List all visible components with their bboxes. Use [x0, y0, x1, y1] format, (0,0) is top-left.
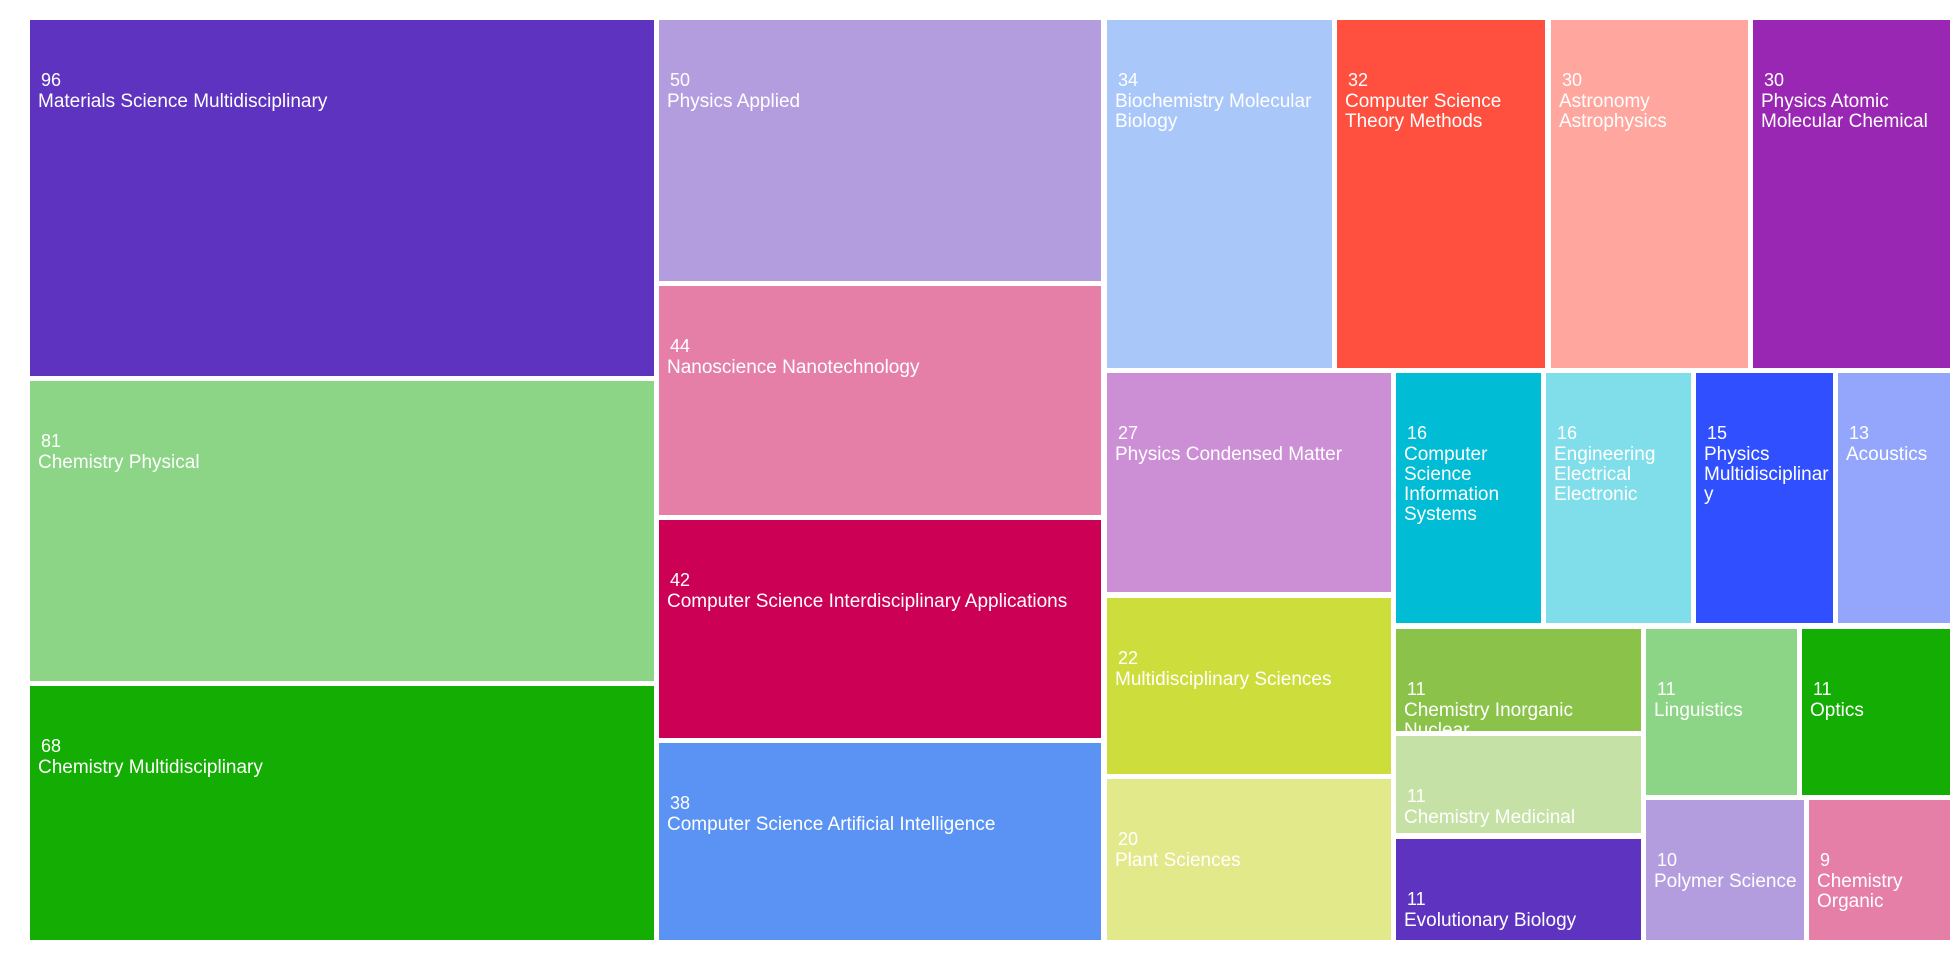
treemap-cell: 20 Plant Sciences	[1107, 779, 1391, 940]
treemap-cell: 22 Multidisciplinary Sciences	[1107, 598, 1391, 774]
treemap-cell: 16 Engineering Electrical Electronic	[1546, 373, 1691, 623]
treemap-cell-label: Chemistry Organic	[1817, 871, 1903, 912]
treemap-cell: 96 Materials Science Multidisciplinary	[30, 20, 654, 376]
treemap-cell-value: 42	[670, 570, 691, 590]
treemap-cell-label: Chemistry Physical	[38, 452, 200, 473]
treemap-cell-label: Chemistry Inorganic Nuclear	[1404, 700, 1573, 732]
treemap-cell-value: 68	[41, 736, 62, 756]
treemap-cell-value: 11	[1657, 679, 1676, 699]
treemap-cell: 11 Linguistics	[1646, 629, 1797, 795]
treemap-cell: 68 Chemistry Multidisciplinary	[30, 686, 654, 940]
treemap-cell-label: Evolutionary Biology	[1404, 910, 1577, 931]
treemap-cell: 13 Acoustics	[1838, 373, 1950, 623]
treemap-cell: 42 Computer Science Interdisciplinary App…	[659, 520, 1101, 738]
treemap-cell-value: 50	[670, 70, 691, 90]
treemap-cell: 10 Polymer Science	[1646, 800, 1804, 940]
treemap-cell-label: Computer Science Interdisciplinary Appli…	[667, 591, 1068, 612]
treemap-cell-value: 22	[1118, 648, 1139, 668]
treemap-cell-value: 13	[1849, 423, 1870, 443]
treemap-cell-value: 38	[670, 793, 691, 813]
treemap-cell-label: Astronomy Astrophysics	[1559, 91, 1667, 132]
treemap-cell: 16 Computer Science Information Systems	[1396, 373, 1541, 623]
treemap-cell-label: Multidisciplinary Sciences	[1115, 669, 1332, 690]
treemap-cell: 27 Physics Condensed Matter	[1107, 373, 1391, 592]
treemap-cell-label: Linguistics	[1654, 700, 1743, 721]
treemap-cell-value: 30	[1764, 70, 1785, 90]
treemap-cell: 38 Computer Science Artificial Intelligen…	[659, 743, 1101, 940]
treemap-cell-value: 15	[1707, 423, 1728, 443]
treemap-cell-value: 81	[41, 431, 62, 451]
treemap-cell-label: Acoustics	[1846, 444, 1928, 465]
treemap-cell-label: Physics Condensed Matter	[1115, 444, 1343, 465]
treemap-cell: 11 Chemistry Inorganic Nuclear	[1396, 629, 1641, 731]
treemap-cell-label: Optics	[1810, 700, 1864, 721]
treemap-cell-value: 20	[1118, 829, 1139, 849]
treemap-cell-label: Engineering Electrical Electronic	[1554, 444, 1656, 505]
treemap-cell-label: Computer Science Information Systems	[1404, 444, 1500, 525]
treemap-cell-label: Computer Science Theory Methods	[1345, 91, 1502, 132]
treemap-cell-value: 27	[1118, 423, 1139, 443]
treemap-cell: 15 Physics Multidisciplinary	[1696, 373, 1833, 623]
treemap-cell-label: Chemistry Multidisciplinary	[38, 757, 263, 778]
treemap-cell-value: 44	[670, 336, 691, 356]
treemap-cell: 11 Chemistry Medicinal	[1396, 736, 1641, 833]
treemap-cell: 50 Physics Applied	[659, 20, 1101, 281]
treemap-cell-value: 32	[1348, 70, 1369, 90]
treemap-cell-value: 34	[1118, 70, 1139, 90]
treemap-cell-value: 96	[41, 70, 62, 90]
treemap-cell: 30 Physics Atomic Molecular Chemical	[1753, 20, 1950, 368]
treemap-cell: 9 Chemistry Organic	[1809, 800, 1950, 940]
treemap-cell-label: Nanoscience Nanotechnology	[667, 357, 920, 378]
treemap-cell-value: 11	[1813, 679, 1832, 699]
treemap-cell: 11 Optics	[1802, 629, 1950, 795]
treemap-cell-value: 11	[1407, 889, 1426, 909]
treemap-cell: 81 Chemistry Physical	[30, 381, 654, 681]
treemap-cell: 32 Computer Science Theory Methods	[1337, 20, 1545, 368]
treemap-cell-label: Biochemistry Molecular Biology	[1115, 91, 1312, 132]
treemap-cell: 30 Astronomy Astrophysics	[1551, 20, 1748, 368]
treemap-cell-label: Polymer Science	[1654, 871, 1797, 892]
treemap-cell-label: Computer Science Artificial Intelligence	[667, 814, 996, 835]
treemap-cell-value: 10	[1657, 850, 1678, 870]
treemap-cell-label: Physics Applied	[667, 91, 801, 112]
treemap-cell-label: Physics Multidisciplinary	[1704, 444, 1829, 505]
treemap-cell: 11 Evolutionary Biology	[1396, 839, 1641, 940]
treemap-cell-value: 11	[1407, 786, 1426, 806]
treemap-cell-label: Chemistry Medicinal	[1404, 807, 1576, 828]
treemap-cell-label: Materials Science Multidisciplinary	[38, 91, 328, 112]
treemap-cell-value: 9	[1820, 850, 1831, 870]
treemap-cell-value: 16	[1557, 423, 1578, 443]
treemap-cell-value: 16	[1407, 423, 1428, 443]
treemap-cell: 44 Nanoscience Nanotechnology	[659, 286, 1101, 515]
treemap-cell-label: Plant Sciences	[1115, 850, 1241, 871]
treemap-cell-value: 30	[1562, 70, 1583, 90]
treemap-cell-value: 11	[1407, 679, 1426, 699]
treemap-cell: 34 Biochemistry Molecular Biology	[1107, 20, 1332, 368]
treemap-cell-label: Physics Atomic Molecular Chemical	[1761, 91, 1928, 132]
